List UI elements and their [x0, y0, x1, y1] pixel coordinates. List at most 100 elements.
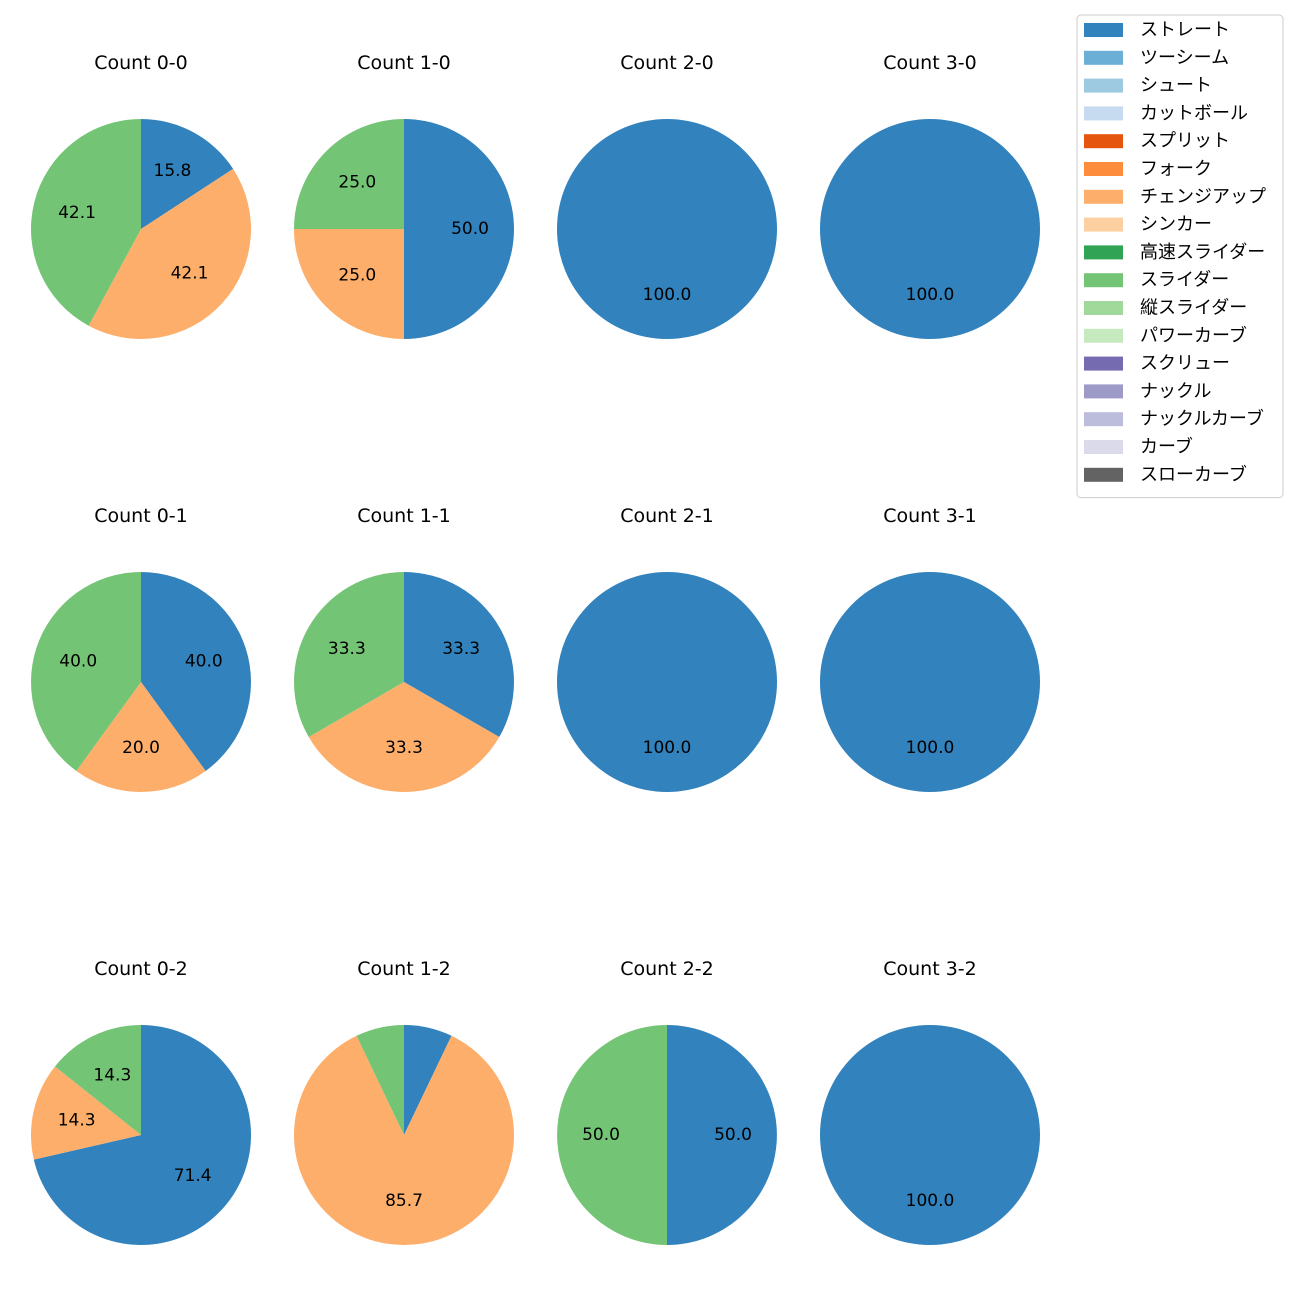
- pie-slice-label: 100.0: [906, 738, 955, 758]
- pie-slice-0: [820, 1025, 1040, 1245]
- legend-swatch: [1084, 189, 1123, 204]
- pie-count-0-0: Count 0-0 15.8 42.1 42.1: [30, 52, 251, 339]
- pie-count-0-1: Count 0-1 40.0 20.0 40.0: [30, 505, 252, 792]
- pie-slice-label: 15.8: [154, 161, 192, 181]
- pie-title: Count 2-0: [620, 52, 714, 74]
- pie-slice-label: 14.3: [58, 1110, 96, 1130]
- pie-title: Count 3-1: [883, 505, 977, 527]
- legend: ストレートツーシームシュートカットボールスプリットフォークチェンジアップシンカー…: [1076, 14, 1284, 499]
- legend-swatch: [1084, 134, 1123, 149]
- pie-slice-label: 100.0: [906, 285, 955, 305]
- pie-slice-2: [30, 572, 141, 771]
- pie-title: Count 0-1: [94, 505, 188, 527]
- pie-slice-label: 100.0: [906, 1191, 955, 1211]
- pie-slice-1: [88, 168, 251, 339]
- legend-swatch: [1084, 50, 1123, 65]
- legend-entry-label: スプリット: [1140, 131, 1230, 152]
- pie-count-2-2: Count 2-2 50.0 50.0: [557, 958, 777, 1245]
- legend-entry-label: 縦スライダー: [1140, 298, 1247, 319]
- pie-title: Count 3-0: [883, 52, 977, 74]
- pie-slice-0: [820, 119, 1040, 339]
- pie-title: Count 0-0: [94, 52, 188, 74]
- pie-title: Count 0-2: [94, 958, 188, 980]
- pie-count-1-2: Count 1-2 85.7: [294, 958, 514, 1245]
- pie-slice-label: 71.4: [174, 1166, 212, 1186]
- legend-swatch: [1084, 356, 1123, 371]
- pie-slice-0: [404, 119, 514, 339]
- pie-title: Count 2-2: [620, 958, 714, 980]
- pie-count-1-0: Count 1-0 50.0 25.0 25.0: [294, 52, 514, 339]
- pie-slice-label: 42.1: [58, 203, 96, 223]
- pie-slice-label: 100.0: [643, 738, 692, 758]
- pie-slice-0: [141, 572, 252, 771]
- pie-slice-0: [667, 1025, 777, 1245]
- legend-entry-label: シュート: [1140, 75, 1212, 96]
- legend-swatch: [1084, 162, 1123, 176]
- pie-slice-0: [33, 1025, 251, 1245]
- pie-slice-2: [294, 119, 404, 229]
- legend-swatch: [1084, 467, 1123, 482]
- pie-slice-2: [30, 119, 141, 326]
- pie-slice-label: 100.0: [643, 285, 692, 305]
- pie-count-0-2: Count 0-2 71.4 14.3 14.3: [30, 958, 251, 1245]
- pie-slice-label: 25.0: [338, 266, 376, 286]
- pie-title: Count 3-2: [883, 958, 977, 980]
- pie-slice-0: [404, 572, 514, 737]
- pie-slice-0: [557, 572, 777, 792]
- legend-entry-label: 高速スライダー: [1140, 242, 1265, 263]
- legend-swatch: [1084, 273, 1123, 288]
- legend-swatch: [1084, 106, 1123, 121]
- pie-slice-0: [141, 119, 234, 229]
- legend-entry-label: カットボール: [1140, 103, 1248, 124]
- pie-slice-2: [294, 572, 404, 737]
- pie-slice-2: [54, 1025, 141, 1135]
- legend-entry-label: シンカー: [1140, 214, 1212, 235]
- pie-slice-label: 33.3: [385, 738, 423, 758]
- pie-slice-0: [557, 119, 777, 339]
- legend-entry-label: フォーク: [1140, 159, 1212, 180]
- legend-entry-label: ツーシーム: [1140, 47, 1229, 68]
- pie-slice-label: 20.0: [122, 738, 160, 758]
- pie-slice-1: [557, 1025, 667, 1245]
- pie-slice-label: 50.0: [714, 1125, 752, 1145]
- legend-frame: [1076, 14, 1284, 499]
- pie-slice-2: [356, 1025, 404, 1135]
- legend-entry-label: ストレート: [1140, 20, 1230, 41]
- pie-title: Count 1-0: [357, 52, 451, 74]
- legend-swatch: [1084, 245, 1123, 260]
- pie-slice-label: 40.0: [59, 652, 97, 672]
- legend-swatch: [1084, 440, 1123, 454]
- pie-slice-1: [30, 1066, 141, 1160]
- pie-count-3-2: Count 3-2 100.0: [820, 958, 1040, 1245]
- legend-entry-label: パワーカーブ: [1140, 324, 1247, 346]
- pie-slice-label: 14.3: [93, 1066, 131, 1086]
- legend-swatch: [1084, 78, 1123, 93]
- legend-entry-label: スローカーブ: [1140, 463, 1247, 485]
- pie-title: Count 2-1: [620, 505, 714, 527]
- pie-count-3-0: Count 3-0 100.0: [820, 52, 1040, 339]
- legend-entry-label: カーブ: [1140, 436, 1193, 458]
- pie-title: Count 1-1: [357, 505, 451, 527]
- legend-swatch: [1084, 217, 1123, 232]
- legend-entry-label: ナックルカーブ: [1140, 408, 1264, 430]
- pie-title: Count 1-2: [357, 958, 451, 980]
- legend-entry-label: スライダー: [1140, 270, 1229, 291]
- legend-entry-label: ナックル: [1140, 381, 1211, 402]
- legend-entry-label: チェンジアップ: [1140, 186, 1266, 207]
- pie-slice-1: [308, 682, 500, 792]
- pie-slice-1: [76, 682, 206, 792]
- pie-count-1-1: Count 1-1 33.3 33.3 33.3: [294, 505, 514, 792]
- legend-swatch: [1084, 328, 1123, 343]
- legend-swatch: [1084, 301, 1123, 315]
- pie-slice-1: [294, 229, 404, 339]
- pie-slice-0: [820, 572, 1040, 792]
- pie-slice-label: 50.0: [582, 1125, 620, 1145]
- pie-count-2-1: Count 2-1 100.0: [557, 505, 777, 792]
- legend-entry-label: スクリュー: [1140, 353, 1230, 374]
- pie-slice-0: [404, 1025, 452, 1135]
- legend-swatch: [1084, 384, 1123, 399]
- pie-slice-label: 33.3: [442, 639, 480, 659]
- legend-swatch: [1084, 412, 1123, 427]
- pie-slice-label: 33.3: [328, 639, 366, 659]
